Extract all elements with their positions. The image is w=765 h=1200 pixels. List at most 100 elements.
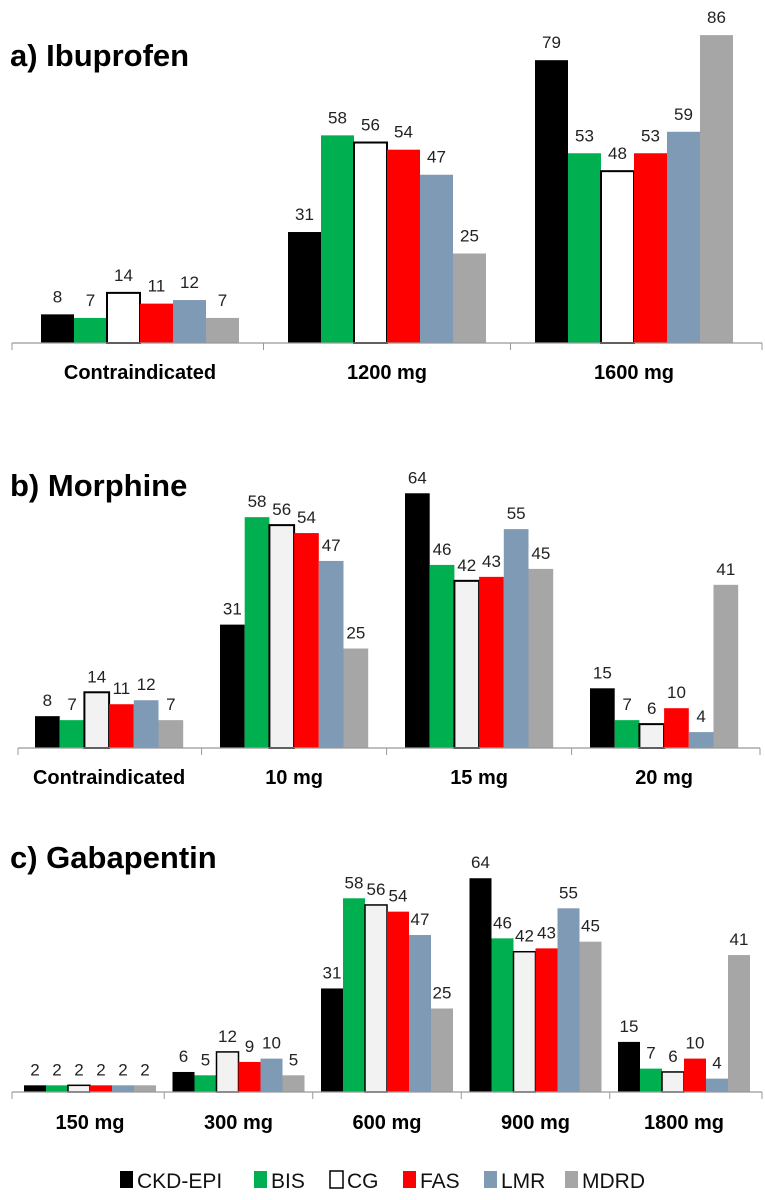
bar-bis-2 <box>429 564 455 748</box>
bar-cg-0 <box>106 291 141 345</box>
bar-lmr-0 <box>173 300 206 343</box>
bar-bis-1 <box>321 135 354 343</box>
data-label: 55 <box>559 883 578 902</box>
bar-fas-0 <box>109 704 134 748</box>
data-label: 6 <box>647 699 656 718</box>
category-label: 15 mg <box>450 767 508 789</box>
category-label: 1800 mg <box>644 1112 724 1134</box>
data-label: 12 <box>180 273 199 292</box>
legend-swatch-mdrd <box>565 1171 578 1188</box>
bar-cg-0 <box>83 691 111 750</box>
data-label: 15 <box>620 1017 639 1036</box>
data-label: 2 <box>74 1060 83 1079</box>
data-label: 10 <box>667 683 686 702</box>
bar-fas-2 <box>387 911 409 1092</box>
bar-cg-3 <box>638 723 666 749</box>
data-label: 79 <box>542 33 561 52</box>
data-label: 7 <box>166 695 175 714</box>
data-label: 7 <box>622 695 631 714</box>
data-label: 25 <box>460 227 479 246</box>
bar-ckd-epi-2 <box>535 60 568 344</box>
bar-mdrd-4 <box>728 955 750 1092</box>
bar-ckd-epi-3 <box>590 688 615 748</box>
data-label: 58 <box>345 873 364 892</box>
data-label: 46 <box>433 540 452 559</box>
data-label: 12 <box>218 1027 237 1046</box>
category-label: 10 mg <box>265 767 323 789</box>
bar-mdrd-2 <box>431 1008 453 1092</box>
data-label: 54 <box>394 123 413 142</box>
bar-bis-0 <box>74 317 107 343</box>
data-label: 5 <box>201 1050 210 1069</box>
data-label: 14 <box>87 667 106 686</box>
data-label: 53 <box>575 126 594 145</box>
data-label: 6 <box>179 1047 188 1066</box>
bar-lmr-4 <box>706 1078 728 1092</box>
bar-cg-2 <box>364 904 388 1093</box>
data-label: 25 <box>433 984 452 1003</box>
bar-bis-0 <box>59 720 85 748</box>
data-label: 47 <box>427 148 446 167</box>
bar-mdrd-0 <box>134 1085 156 1092</box>
data-label: 86 <box>707 8 726 27</box>
data-label: 2 <box>140 1060 149 1079</box>
bar-ckd-epi-1 <box>220 624 245 748</box>
legend-swatch-cg <box>329 1170 344 1189</box>
data-label: 5 <box>289 1050 298 1069</box>
bar-fas-3 <box>664 708 689 748</box>
bar-ckd-epi-0 <box>35 716 60 748</box>
legend-swatch-bis <box>254 1171 267 1188</box>
bar-bis-4 <box>640 1068 662 1092</box>
bar-ckd-epi-0 <box>41 314 74 343</box>
bar-fas-1 <box>238 1061 261 1092</box>
chart-title: c) Gabapentin <box>10 840 217 875</box>
data-label: 4 <box>696 707 705 726</box>
bar-mdrd-0 <box>158 720 184 748</box>
data-label: 58 <box>328 108 347 127</box>
data-label: 56 <box>272 500 291 519</box>
data-label: 8 <box>43 691 52 710</box>
data-label: 45 <box>531 544 550 563</box>
data-label: 47 <box>322 536 341 555</box>
bar-fas-3 <box>535 948 558 1092</box>
bar-bis-1 <box>244 517 270 748</box>
data-label: 31 <box>223 600 242 619</box>
bar-ckd-epi-2 <box>321 988 343 1092</box>
bar-fas-4 <box>684 1058 706 1092</box>
legend-label: LMR <box>501 1170 545 1193</box>
data-label: 47 <box>411 910 430 929</box>
category-label: 900 mg <box>501 1112 570 1134</box>
data-label: 43 <box>482 552 501 571</box>
bar-mdrd-3 <box>713 584 739 748</box>
bar-bis-1 <box>194 1075 217 1092</box>
bar-ckd-epi-3 <box>469 878 492 1092</box>
data-label: 41 <box>716 560 735 579</box>
category-label: Contraindicated <box>64 362 216 384</box>
legend-swatch-ckd-epi <box>120 1171 133 1188</box>
legend-label: FAS <box>420 1170 460 1193</box>
bar-lmr-3 <box>688 732 714 748</box>
bar-cg-4 <box>661 1071 685 1093</box>
bar-mdrd-2 <box>528 568 554 748</box>
data-label: 7 <box>646 1044 655 1063</box>
bar-fas-1 <box>294 533 319 748</box>
data-label: 10 <box>262 1034 281 1053</box>
data-label: 25 <box>346 624 365 643</box>
bar-ckd-epi-2 <box>405 493 430 748</box>
data-label: 14 <box>114 266 133 285</box>
legend-label: CG <box>347 1170 379 1193</box>
data-label: 11 <box>113 679 131 698</box>
bar-mdrd-1 <box>282 1075 305 1092</box>
data-label: 56 <box>361 116 380 135</box>
category-label: 600 mg <box>353 1112 422 1134</box>
data-label: 55 <box>507 504 526 523</box>
data-label: 56 <box>367 880 386 899</box>
bar-lmr-2 <box>409 935 431 1092</box>
data-label: 48 <box>608 144 627 163</box>
bar-bis-0 <box>46 1085 68 1092</box>
bar-fas-0 <box>90 1085 112 1092</box>
data-label: 64 <box>408 468 427 487</box>
legend-swatch-fas <box>403 1171 416 1188</box>
chart-title: b) Morphine <box>10 468 187 503</box>
